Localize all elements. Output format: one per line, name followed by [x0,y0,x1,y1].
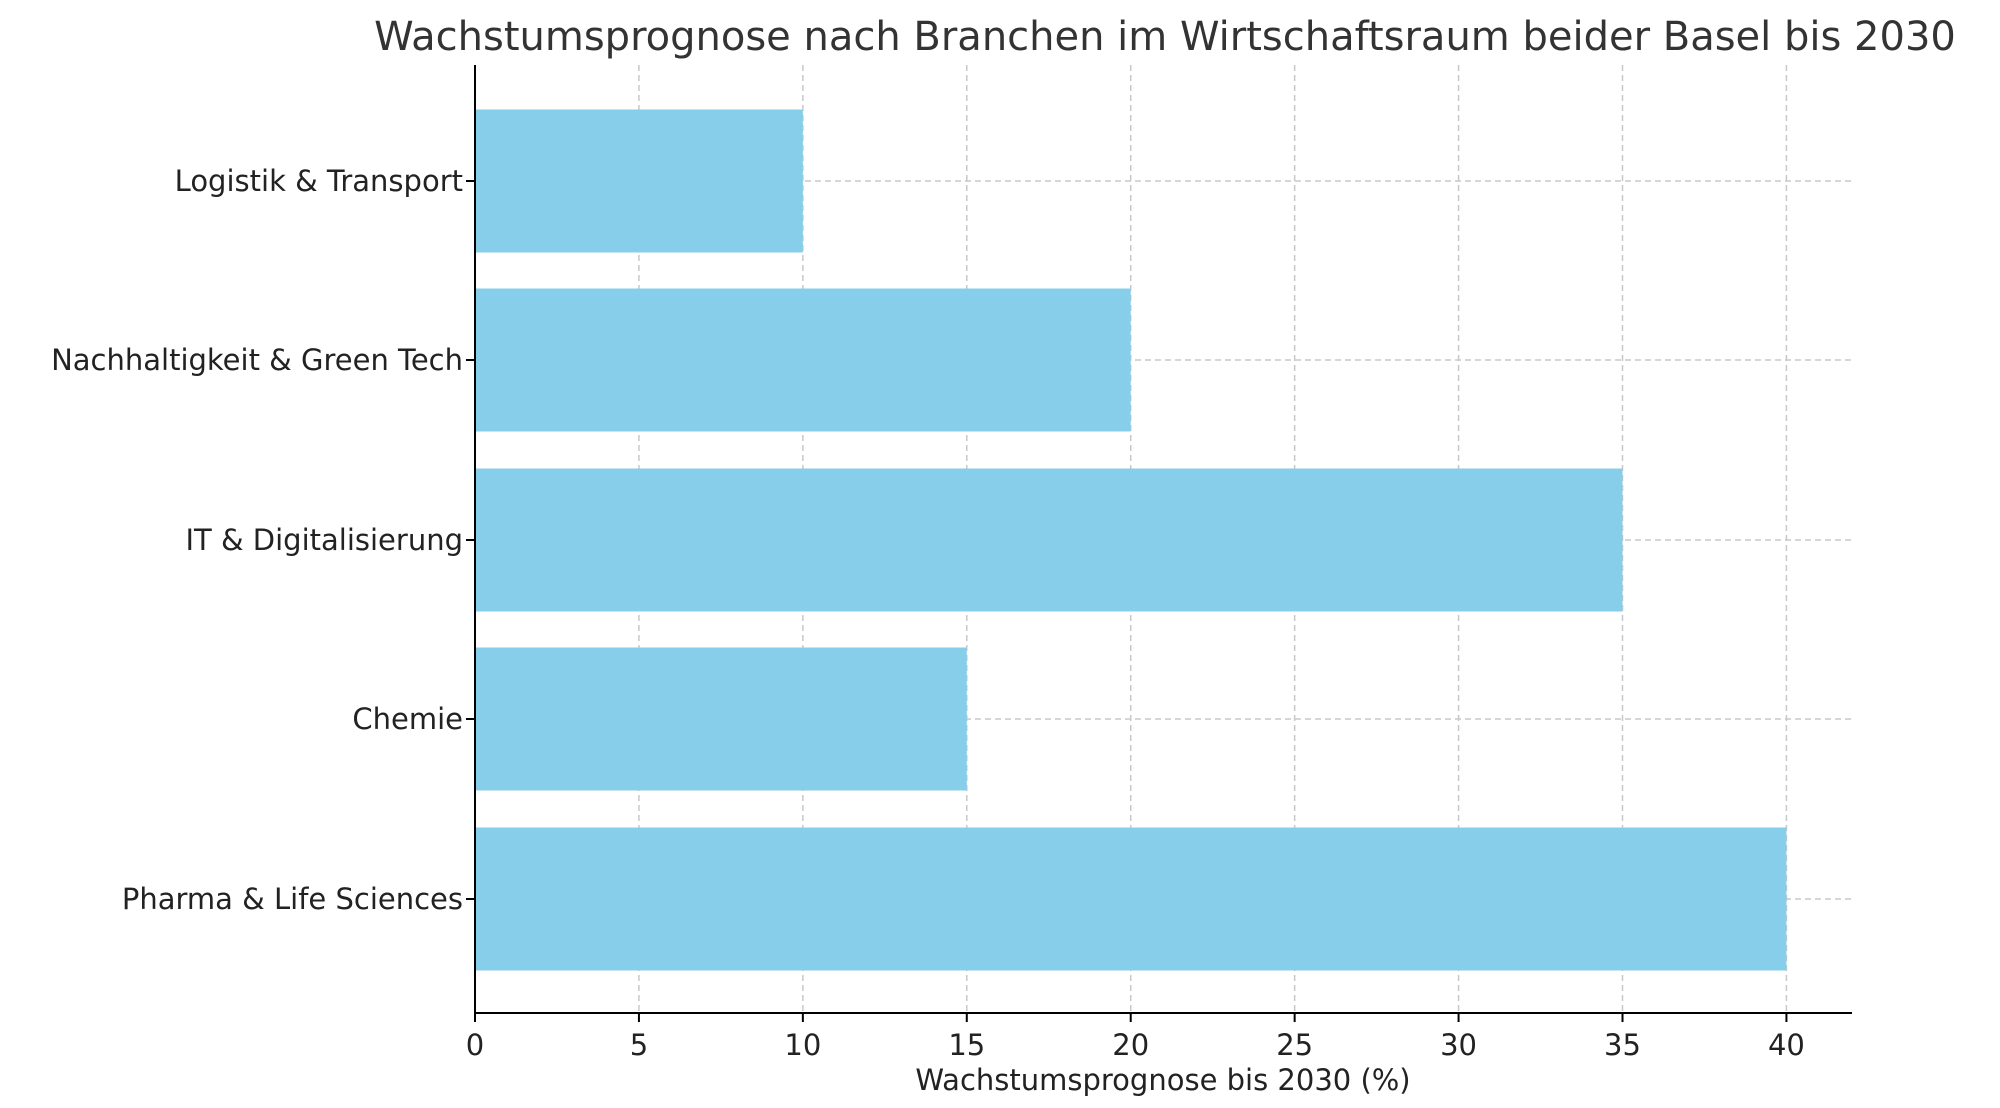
x-tick-label: 0 [466,1028,484,1062]
y-tick-label: Logistik & Transport [175,164,463,198]
bar-4 [475,109,803,253]
chart-title: Wachstumsprognose nach Branchen im Wirts… [374,14,1956,60]
x-axis-label: Wachstumsprognose bis 2030 (%) [915,1063,1410,1097]
x-tick-label: 35 [1604,1028,1641,1062]
bar-3 [475,288,1131,432]
axis-layer: 0 5 10 15 20 25 30 35 40 Pharma & Life Sciences Ch… [51,65,1852,1062]
bar-layer [475,109,1787,971]
x-tick-label: 40 [1768,1028,1805,1062]
x-tick-label: 30 [1440,1028,1477,1062]
y-tick-label: IT & Digitalisierung [185,523,463,557]
x-tick-label: 25 [1276,1028,1313,1062]
y-tick-label: Nachhaltigkeit & Green Tech [51,343,463,377]
x-tick-label: 10 [784,1028,821,1062]
x-tick-label: 5 [630,1028,648,1062]
bar-0 [475,827,1787,971]
x-tick-label: 20 [1112,1028,1149,1062]
x-tick-label: 15 [948,1028,985,1062]
bar-1 [475,647,967,791]
y-tick-label: Chemie [352,702,463,736]
y-tick-label: Pharma & Life Sciences [122,882,463,916]
bar-2 [475,468,1623,612]
